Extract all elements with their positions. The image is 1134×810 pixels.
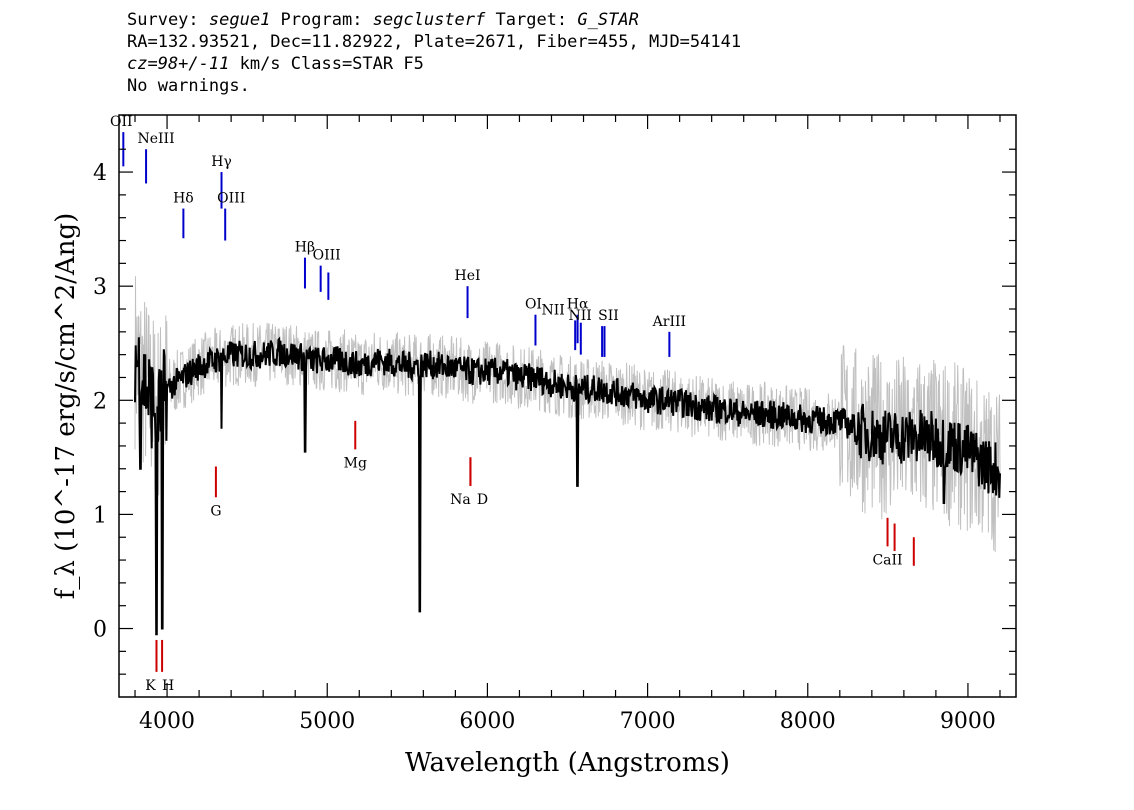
x-axis-title: Wavelength (Angstroms) [405, 748, 730, 778]
survey-value: segue1 [208, 10, 271, 30]
x-tick-label: 9000 [940, 709, 996, 734]
target-value: G_STAR [577, 10, 639, 30]
y-tick-label: 1 [93, 503, 107, 528]
x-tick-label: 8000 [780, 709, 836, 734]
y-tick-label: 4 [93, 161, 107, 186]
absorption-line-label: Na [450, 492, 471, 508]
tick-layer: 4000 5000 6000 7000 8000 9000 0 1 2 3 4 [93, 115, 1016, 734]
header-line-coords: RA=132.93521, Dec=11.82922, Plate=2671, … [127, 32, 742, 52]
header-line-survey: Survey: segue1 Program: segclusterf Targ… [127, 9, 741, 31]
emission-line-label: Hγ [211, 154, 232, 170]
x-tick-label: 7000 [620, 709, 676, 734]
emission-line-label: Hα [567, 297, 589, 313]
y-axis-title: f_λ (10^-17 erg/s/cm^2/Ang) [51, 213, 81, 599]
program-label: Program: [270, 10, 373, 30]
error-spectrum [134, 276, 1001, 552]
x-tick-label: 6000 [459, 709, 515, 734]
emission-line-label: NII [568, 308, 591, 324]
absorption-line-label: Mg [344, 455, 367, 471]
plot-header: Survey: segue1 Program: segclusterf Targ… [127, 9, 741, 97]
emission-line-label: Hδ [173, 191, 194, 207]
emission-line-label: Hβ [295, 240, 315, 256]
emission-line-label: OIII [313, 248, 341, 264]
absorption-line-label: G [210, 503, 221, 519]
emission-line-label: ArIII [652, 314, 686, 330]
class-text: km/s Class=STAR F5 [229, 54, 424, 74]
survey-label: Survey: [127, 10, 209, 30]
target-label: Target: [485, 10, 578, 30]
header-line-warnings: No warnings. [127, 76, 250, 96]
plot-frame [118, 114, 1017, 698]
emission-line-label: OI [525, 297, 542, 313]
emission-line-label: HeI [455, 268, 481, 284]
y-tick-label: 0 [93, 618, 107, 643]
series-layer [134, 276, 1001, 636]
program-value: segclusterf [372, 10, 486, 30]
flux-spectrum [134, 336, 1001, 636]
y-tick-label: 3 [93, 275, 107, 300]
header-line-redshift: cz=98+/-11 km/s Class=STAR F5 [127, 53, 741, 75]
y-tick-label: 2 [93, 389, 107, 414]
emission-line-label: NII [542, 302, 565, 318]
emission-line-label: OIII [217, 191, 245, 207]
absorption-line-label: H [162, 678, 174, 694]
absorption-line-label: D [477, 492, 488, 508]
x-tick-label: 4000 [139, 709, 195, 734]
emission-line-label: SII [598, 308, 619, 324]
emission-line-label: NeIII [137, 131, 174, 147]
absorption-line-label: K [145, 678, 156, 694]
x-tick-label: 5000 [299, 709, 355, 734]
emission-line-label: OII [110, 114, 133, 130]
cz-value: cz=98+/-11 [127, 54, 230, 74]
absorption-line-label: CaII [872, 552, 902, 568]
